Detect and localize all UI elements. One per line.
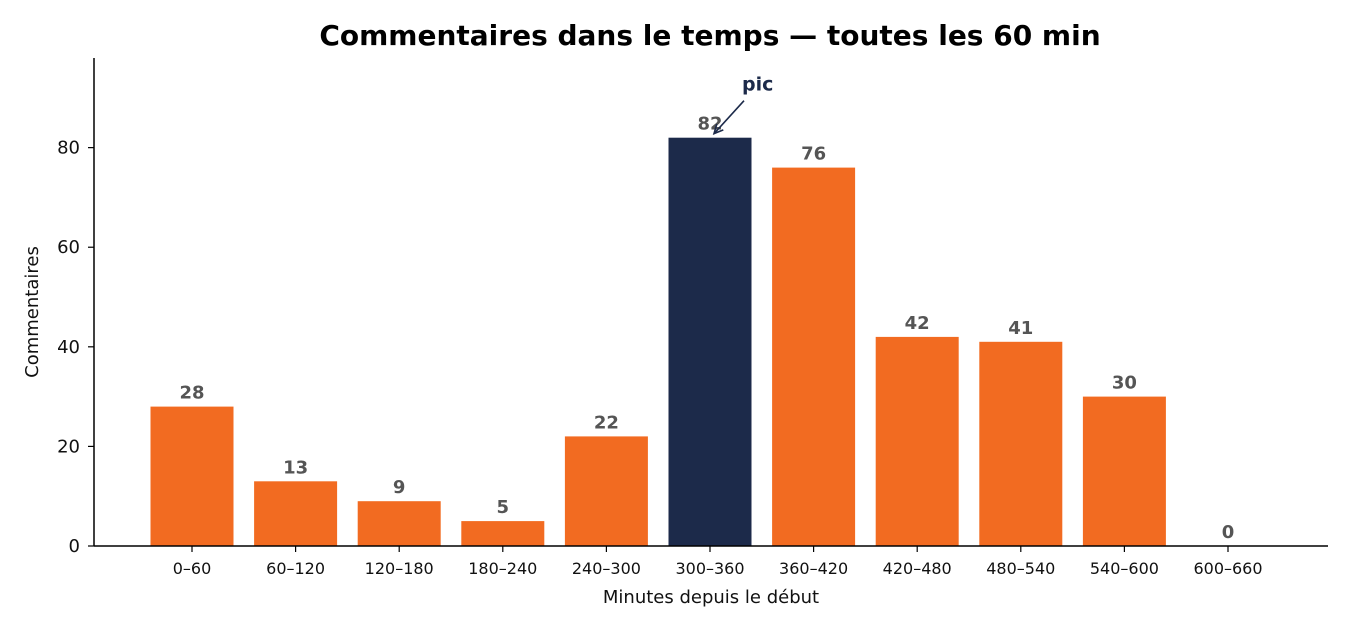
annotation-arrow (713, 100, 745, 135)
x-tick-label-10: 600–660 (1193, 559, 1262, 578)
y-tick-label-3: 60 (57, 237, 80, 258)
x-tick-label-4: 240–300 (572, 559, 641, 578)
data-label-0: 28 (179, 383, 204, 404)
bar-9 (1082, 396, 1166, 546)
data-label-5: 82 (697, 114, 722, 135)
data-label-4: 22 (594, 412, 619, 433)
bar-6 (772, 167, 856, 546)
data-label-10: 0 (1222, 522, 1235, 543)
bar-2 (357, 501, 441, 546)
y-ticks: 0 20 40 60 80 (57, 138, 94, 557)
data-label-9: 30 (1112, 373, 1137, 394)
data-label-3: 5 (497, 497, 510, 518)
y-tick-label-4: 80 (57, 138, 80, 159)
data-labels-layer: 28 13 9 5 22 82 76 42 41 30 0 (179, 114, 1234, 543)
x-tick-label-6: 360–420 (779, 559, 848, 578)
x-tick-label-3: 180–240 (468, 559, 537, 578)
x-axis-title: Minutes depuis le début (603, 587, 819, 608)
bar-5 (668, 137, 752, 546)
x-tick-label-7: 420–480 (883, 559, 952, 578)
y-tick-label-0: 0 (69, 536, 80, 557)
chart-title: Commentaires dans le temps — toutes les … (319, 19, 1100, 52)
y-tick-label-1: 20 (57, 436, 80, 457)
data-label-7: 42 (905, 313, 930, 334)
y-tick-label-2: 40 (57, 337, 80, 358)
x-tick-label-5: 300–360 (675, 559, 744, 578)
bars-layer (150, 137, 1166, 546)
annotation-text: pic (742, 74, 773, 96)
data-label-8: 41 (1008, 318, 1033, 339)
x-tick-label-2: 120–180 (365, 559, 434, 578)
bar-1 (254, 481, 338, 546)
x-tick-label-0: 0–60 (173, 559, 212, 578)
bar-7 (875, 336, 959, 546)
data-label-2: 9 (393, 477, 406, 498)
x-tick-label-1: 60–120 (266, 559, 325, 578)
data-label-1: 13 (283, 457, 308, 478)
bar-3 (461, 521, 545, 546)
bar-0 (150, 406, 234, 546)
x-tick-label-9: 540–600 (1090, 559, 1159, 578)
annotation-arrowhead (712, 123, 724, 136)
peak-annotation: pic (712, 74, 773, 136)
y-axis-title: Commentaires (22, 246, 43, 378)
bar-4 (564, 436, 648, 546)
x-ticks: 0–60 60–120 120–180 180–240 240–300 300–360 36… (173, 546, 1263, 578)
bar-8 (979, 341, 1063, 546)
axes-layer (93, 58, 1328, 547)
data-label-6: 76 (801, 144, 826, 165)
x-tick-label-8: 480–540 (986, 559, 1055, 578)
